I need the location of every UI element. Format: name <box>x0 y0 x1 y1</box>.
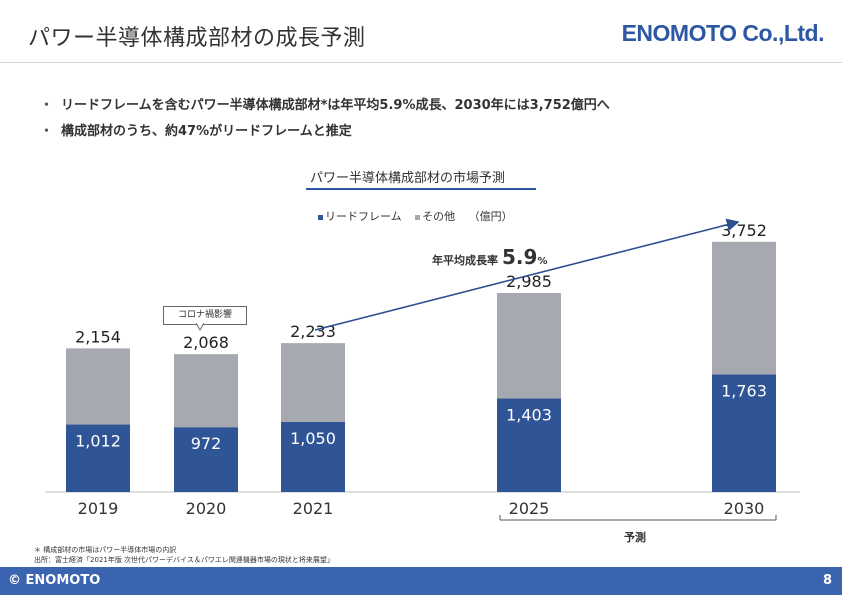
bar-lead-frame-2025 <box>497 398 561 492</box>
cagr-unit: % <box>537 256 548 267</box>
total-label-2025: 2,985 <box>506 272 552 291</box>
x-tick-label-2025: 2025 <box>509 499 550 518</box>
legend-swatch <box>415 214 421 220</box>
bullet-text: リードフレームを含むパワー半導体構成部材*は年平均5.9%成長、2030年には3… <box>61 98 610 113</box>
total-label-2019: 2,154 <box>75 327 121 346</box>
legend-item-other: その他 <box>415 210 455 223</box>
legend-unit: （億円） <box>468 210 513 223</box>
legend-swatch <box>318 214 323 220</box>
bar-lead-frame-2030 <box>712 374 776 492</box>
bar-lead-frame-2020 <box>174 427 238 492</box>
bullet-marker: ・ <box>40 98 54 113</box>
chart-title: パワー半導体構成部材の市場予測 <box>310 171 506 186</box>
total-label-2021: 2,233 <box>290 322 336 341</box>
footer-bar: © ENOMOTO 8 <box>0 567 842 595</box>
covid-impact-callout: コロナ禍影響 <box>163 306 247 325</box>
legend-label: リードフレーム <box>325 210 402 223</box>
callout-pointer <box>196 323 204 331</box>
forecast-label: 予測 <box>624 531 646 544</box>
page-number: 8 <box>822 573 832 588</box>
company-logo: ENOMOTO Co.,Ltd. <box>621 20 825 46</box>
cagr-annotation: 年平均成長率 5.9% <box>432 245 547 269</box>
x-tick-label-2020: 2020 <box>186 499 227 518</box>
data-label-lead-frame-2021: 1,050 <box>290 429 336 448</box>
bullet-item-2: ・構成部材のうち、約47%がリードフレームと推定 <box>40 120 352 139</box>
footer-copyright: © ENOMOTO <box>8 573 101 588</box>
chart-title-underline <box>306 188 536 190</box>
source-note: 出所：富士経済「2021年版 次世代パワーデバイス＆パワエレ関連機器市場の現状と… <box>34 556 334 564</box>
bar-other-2025 <box>497 292 561 399</box>
bullet-text: 構成部材のうち、約47%がリードフレームと推定 <box>61 124 352 139</box>
data-label-lead-frame-2025: 1,403 <box>506 405 552 424</box>
bullet-item-1: ・リードフレームを含むパワー半導体構成部材*は年平均5.9%成長、2030年には… <box>40 94 610 113</box>
cagr-value: 5.9 <box>502 245 538 269</box>
legend-item-lead-frame: リードフレーム <box>318 210 402 223</box>
total-label-2030: 3,752 <box>721 221 767 240</box>
bullet-marker: ・ <box>40 124 54 139</box>
x-tick-label-2021: 2021 <box>293 499 334 518</box>
bar-other-2030 <box>712 241 776 375</box>
page-title: パワー半導体構成部材の成長予測 <box>28 26 366 51</box>
x-tick-label-2019: 2019 <box>78 499 119 518</box>
bar-other-2020 <box>174 354 238 428</box>
x-tick-label-2030: 2030 <box>724 499 765 518</box>
footnote: ＊ 構成部材の市場はパワー半導体市場の内訳 <box>34 546 177 554</box>
bar-lead-frame-2021 <box>281 421 345 492</box>
data-label-lead-frame-2019: 1,012 <box>75 432 121 451</box>
data-label-lead-frame-2030: 1,763 <box>721 381 767 400</box>
data-label-lead-frame-2020: 972 <box>191 434 222 453</box>
growth-trend-arrow <box>314 218 740 331</box>
title-divider <box>0 62 842 63</box>
chart-legend: リードフレーム その他 （億円） <box>318 208 523 224</box>
total-label-2020: 2,068 <box>183 333 229 352</box>
bar-lead-frame-2019 <box>66 424 130 492</box>
bar-other-2019 <box>66 348 130 425</box>
bar-other-2021 <box>281 343 345 422</box>
cagr-label: 年平均成長率 <box>432 254 498 267</box>
legend-label: その他 <box>422 210 456 223</box>
